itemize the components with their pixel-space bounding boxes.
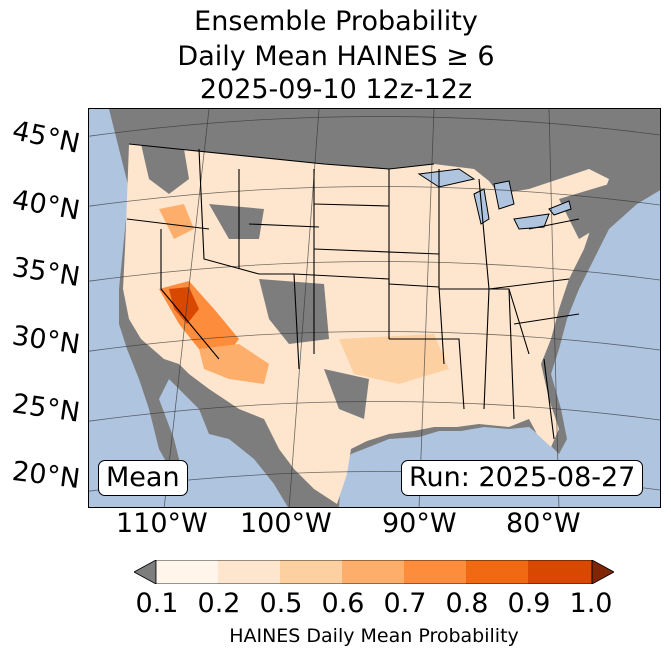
great-lakes: [417, 168, 572, 230]
colorbar-bin-4: [342, 560, 404, 584]
lon-label-90w: 90°W: [382, 508, 457, 539]
mid-prob-great-basin: [159, 204, 194, 239]
colorbar-bin-5: [404, 560, 466, 584]
lon-label-110w: 110°W: [116, 508, 208, 539]
colorbar-bin-1: [156, 560, 218, 584]
colorbar: [134, 560, 614, 584]
gray-patch-texas: [324, 369, 369, 419]
colorbar-bin-7: [528, 560, 592, 584]
lat-label-25n: 25°N: [10, 388, 82, 429]
lat-label-30n: 30°N: [10, 320, 82, 361]
colorbar-bin-3: [280, 560, 342, 584]
colorbar-under-arrow: [134, 560, 157, 584]
statistic-label-box: Mean: [98, 460, 188, 496]
title-line-2: Daily Mean HAINES ≥ 6: [177, 41, 495, 72]
lat-label-45n: 45°N: [9, 115, 83, 160]
probability-map: [88, 108, 661, 508]
colorbar-bin-2: [218, 560, 280, 584]
lat-label-20n: 20°N: [10, 455, 82, 496]
title-line-3: 2025-09-10 12z-12z: [199, 74, 473, 105]
gray-patch-rockies: [209, 204, 264, 239]
colorbar-tick-0.8: 0.8: [445, 588, 489, 619]
highest-prob-southwest: [169, 287, 199, 324]
colorbar-tick-0.2: 0.2: [197, 588, 241, 619]
colorbar-tick-0.9: 0.9: [507, 588, 551, 619]
colorbar-tick-1.0: 1.0: [569, 588, 613, 619]
run-date-box: Run: 2025-08-27: [401, 460, 644, 496]
lon-label-80w: 80°W: [506, 508, 581, 539]
title-line-1: Ensemble Probability: [194, 6, 478, 37]
gray-patch-northwest: [141, 144, 189, 194]
colorbar-tick-0.7: 0.7: [383, 588, 427, 619]
colorbar-frame: [155, 560, 593, 584]
lat-label-35n: 35°N: [9, 251, 83, 294]
graticule: [89, 109, 660, 507]
lat-label-40n: 40°N: [9, 184, 83, 227]
colorbar-tick-0.5: 0.5: [259, 588, 303, 619]
state-borders: [126, 143, 580, 440]
colorbar-over-arrow: [591, 560, 614, 584]
gray-patch-southwest: [259, 279, 329, 344]
colorbar-label: HAINES Daily Mean Probability: [229, 625, 519, 647]
colorbar-tick-0.1: 0.1: [135, 588, 179, 619]
mid-prob-southwest: [199, 344, 269, 384]
colorbar-tick-0.6: 0.6: [321, 588, 365, 619]
lon-label-100w: 100°W: [240, 508, 332, 539]
colorbar-bin-6: [466, 560, 528, 584]
mid-prob-south-central: [339, 334, 449, 384]
